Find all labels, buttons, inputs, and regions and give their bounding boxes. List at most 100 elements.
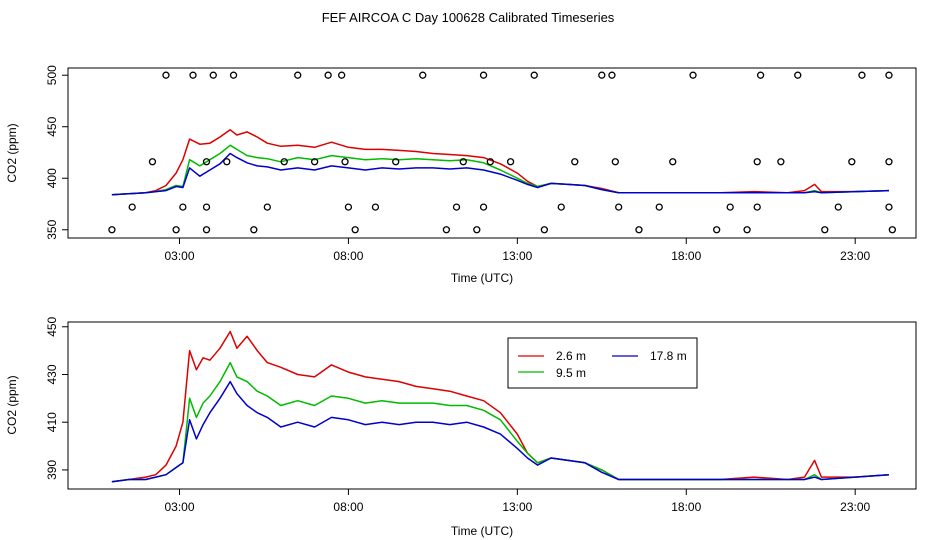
top-flag-point [189, 71, 197, 79]
top-flag-point [479, 71, 488, 79]
top-flag-point [885, 158, 893, 166]
top-flag-point [848, 158, 856, 166]
top-flag-point [540, 226, 549, 234]
top-flag-point [713, 226, 721, 234]
top-x-tick-label: 08:00 [333, 249, 363, 263]
top-flag-point [341, 158, 349, 166]
bottom-y-tick-label: 390 [45, 460, 59, 480]
top-flag-point [209, 71, 217, 79]
top-series-17-8m-line [111, 152, 890, 196]
top-flag-point [294, 71, 302, 79]
top-flag-point [530, 71, 538, 79]
bottom-series-2-6m-line [111, 330, 890, 483]
bottom-y-tick-label: 430 [45, 364, 59, 384]
top-flag-point [479, 203, 488, 211]
bottom-y-axis-label: CO2 (ppm) [5, 375, 19, 434]
bottom-series-17-8m-line [111, 380, 890, 483]
top-flag-point [743, 226, 751, 234]
top-flag-point [571, 158, 579, 166]
top-flag-point [598, 71, 606, 79]
top-flag-point [263, 203, 271, 211]
top-flag-point [888, 226, 897, 234]
top-flag-point [486, 158, 494, 166]
top-flag-point [885, 203, 893, 211]
bottom-x-tick-label: 13:00 [502, 500, 532, 514]
legend-label-17-8m: 17.8 m [650, 349, 687, 363]
bottom-x-tick-label: 08:00 [333, 500, 363, 514]
bottom-x-tick-label: 03:00 [164, 500, 194, 514]
top-flag-point [250, 226, 258, 234]
top-x-tick-label: 03:00 [164, 249, 194, 263]
top-flag-point [338, 71, 346, 79]
top-flag-point [615, 203, 623, 211]
top-flag-point [310, 158, 319, 166]
top-flag-point [753, 203, 761, 211]
bottom-panel: 03:00 08:00 13:00 18:00 23:00 390 410 430 450 T… [5, 316, 917, 538]
top-flag-point [669, 158, 677, 166]
top-plot-frame [67, 67, 917, 239]
top-flag-point [821, 226, 829, 234]
top-flag-point [202, 158, 211, 166]
top-flag-point [172, 226, 180, 234]
top-flag-point [452, 203, 461, 211]
top-series-2-6m-line [111, 129, 890, 196]
top-flag-point [794, 71, 802, 79]
top-flag-point [611, 158, 619, 166]
top-flag-point [162, 71, 170, 79]
top-flag-point [324, 71, 332, 79]
top-flag-point [506, 158, 515, 166]
top-flag-point [223, 158, 231, 166]
bottom-x-axis-label: Time (UTC) [451, 524, 513, 538]
top-flag-point [608, 71, 616, 79]
top-flag-point [280, 158, 288, 166]
top-flag-point [179, 203, 187, 211]
top-flag-point [459, 158, 467, 166]
bottom-y-tick-label: 410 [45, 412, 59, 432]
top-flag-point [419, 71, 427, 79]
figure-title: FEF AIRCOA C Day 100628 Calibrated Times… [322, 10, 615, 25]
top-y-tick-label: 500 [45, 65, 59, 85]
top-flag-point [344, 203, 353, 211]
bottom-series-9-5m-line [111, 361, 890, 483]
top-flag-point [885, 71, 893, 79]
top-flag-point [392, 158, 400, 166]
legend: 2.6 m 17.8 m 9.5 m [507, 337, 698, 389]
bottom-plot-frame [67, 321, 917, 490]
top-x-axis-label: Time (UTC) [451, 271, 513, 285]
top-flag-point [557, 203, 565, 211]
top-flag-point [756, 71, 765, 79]
top-flag-point [202, 226, 211, 234]
top-flag-point [726, 203, 734, 211]
top-y-tick-label: 400 [45, 168, 59, 188]
top-flag-point [128, 203, 136, 211]
top-flag-point [351, 226, 359, 234]
top-x-tick-label: 23:00 [840, 249, 870, 263]
top-flag-point [655, 203, 663, 211]
legend-box [507, 337, 698, 389]
top-flag-point [689, 71, 697, 79]
top-y-axis-label: CO2 (ppm) [5, 123, 19, 182]
top-x-tick-label: 13:00 [502, 249, 532, 263]
bottom-x-tick-label: 18:00 [671, 500, 701, 514]
top-y-tick-label: 450 [45, 116, 59, 136]
bottom-x-tick-label: 23:00 [840, 500, 870, 514]
top-flag-point [148, 158, 157, 166]
legend-label-2-6m: 2.6 m [556, 349, 586, 363]
legend-label-9-5m: 9.5 m [556, 366, 586, 380]
top-flag-point [753, 158, 761, 166]
top-flag-point [202, 203, 211, 211]
top-flag-point [858, 71, 866, 79]
top-flag-point [473, 226, 481, 234]
top-flag-point [834, 203, 842, 211]
top-flag-point [229, 71, 238, 79]
top-flag-point [635, 226, 643, 234]
bottom-y-tick-label: 450 [45, 316, 59, 336]
top-x-tick-label: 18:00 [671, 249, 701, 263]
top-panel: 03:00 08:00 13:00 18:00 23:00 350 400 450 500 T… [5, 65, 917, 285]
top-flag-point [777, 158, 785, 166]
top-series-9-5m-line [111, 144, 890, 196]
top-y-tick-label: 350 [45, 219, 59, 239]
top-flag-point [442, 226, 451, 234]
top-flag-point [108, 226, 116, 234]
